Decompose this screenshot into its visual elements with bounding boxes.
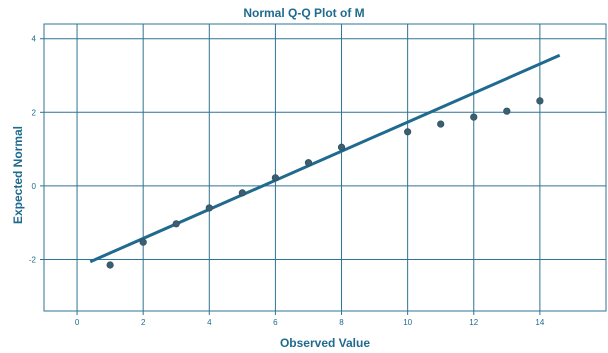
data-point [337,143,346,151]
data-point [238,189,246,197]
data-point [271,174,280,182]
plot-frame [43,23,607,312]
x-tick-label: 4 [207,318,212,327]
x-tick-label: 6 [273,318,278,327]
x-tick-label: 14 [535,318,544,327]
y-tick-label: 2 [32,108,37,117]
data-point [437,120,445,128]
data-point [304,159,313,167]
data-point [470,113,478,121]
y-tick-label: 4 [32,35,37,44]
x-tick-label: 0 [75,318,80,327]
chart-title: Normal Q-Q Plot of M [243,6,364,20]
x-tick-label: 2 [141,318,146,327]
x-axis-label: Observed Value [280,336,370,350]
grid [44,24,606,311]
data-point [172,220,180,228]
y-axis-ticks: -2 0 2 4 [29,35,44,264]
x-tick-label: 8 [339,318,344,327]
x-tick-label: 10 [403,318,412,327]
data-points [106,97,544,269]
y-axis-label: Expected Normal [11,126,25,224]
data-point [205,204,213,212]
data-point [404,128,412,136]
data-point [139,238,147,246]
data-point [106,261,114,269]
y-tick-label: 0 [32,182,37,191]
data-point [503,107,511,115]
x-axis-ticks: 0 2 4 6 8 10 12 14 [75,311,545,327]
y-tick-label: -2 [29,255,37,264]
data-point [536,97,544,105]
reference-line [89,53,561,264]
x-tick-label: 12 [469,318,478,327]
